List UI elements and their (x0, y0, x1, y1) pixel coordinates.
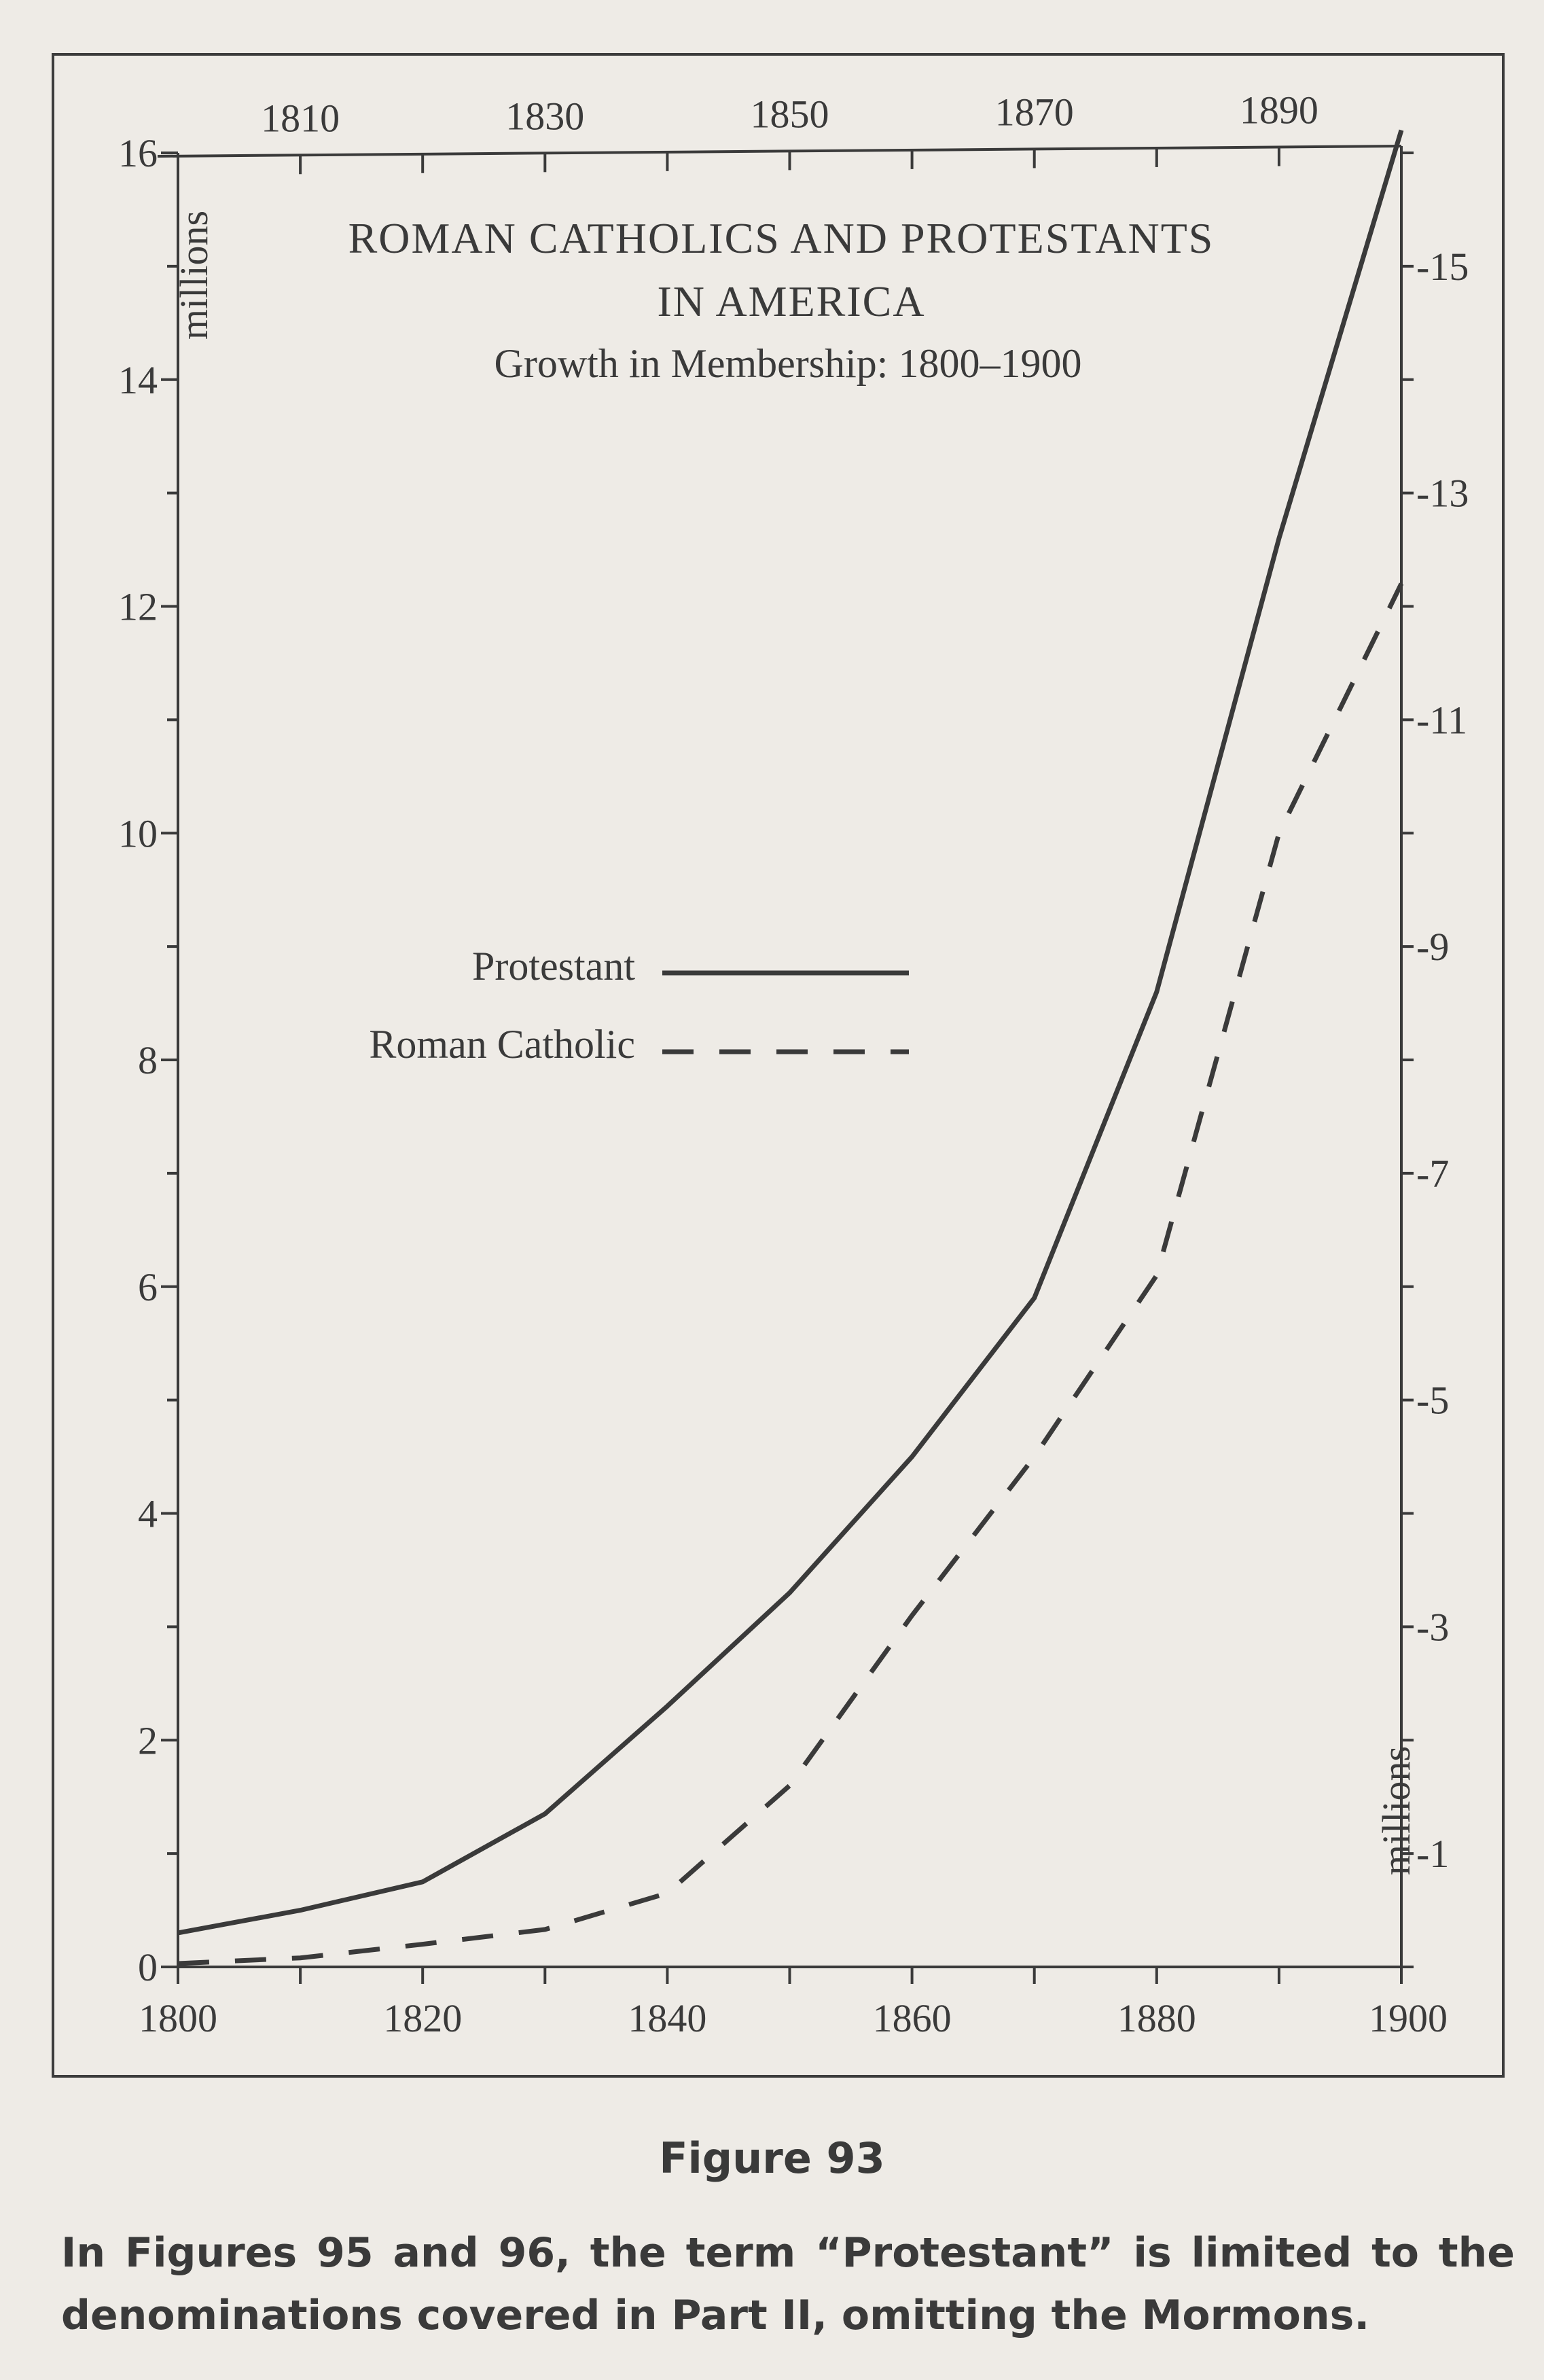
y-axis-left-label: millions (172, 211, 216, 340)
chart: 1800 1820 1840 1860 1880 1900 1810 1830 1850 1870… (118, 88, 1469, 2040)
tick-labels: 1800 1820 1840 1860 1880 1900 1810 1830 1850 1870… (118, 88, 1469, 2040)
figure-note: In Figures 95 and 96, the term “Protesta… (61, 2229, 1515, 2339)
x-tick-label-top: 1830 (505, 94, 584, 138)
top-axis (157, 145, 1402, 158)
x-tick-label-bottom: 1860 (873, 1996, 952, 2040)
y-tick-label-right: -9 (1416, 925, 1449, 969)
y-tick-label-left: 14 (118, 358, 158, 402)
y-tick-label-right: -13 (1416, 472, 1469, 516)
x-tick-label-top: 1850 (751, 92, 829, 136)
y-tick-label-right: -3 (1416, 1605, 1449, 1649)
legend-label-protestant: Protestant (472, 944, 635, 989)
x-tick-label-top: 1810 (261, 96, 340, 140)
y-tick-label-left: 6 (138, 1265, 158, 1309)
series-lines (177, 129, 1404, 1966)
y-tick-label-right: -7 (1416, 1152, 1449, 1196)
y-tick-label-left: 10 (118, 811, 158, 855)
chart-title-line-2: IN AMERICA (657, 277, 925, 325)
x-tick-label-bottom: 1840 (628, 1996, 706, 2040)
y-tick-label-right: -5 (1416, 1379, 1449, 1423)
y-tick-label-left: 4 (138, 1492, 158, 1536)
series-line-roman-catholic (177, 582, 1404, 1966)
chart-subtitle: Growth in Membership: 1800–1900 (495, 341, 1082, 386)
y-tick-label-right: -1 (1416, 1832, 1449, 1876)
x-tick-label-bottom: 1880 (1117, 1996, 1196, 2040)
y-tick-label-right: -15 (1416, 245, 1469, 289)
legend-label-roman-catholic: Roman Catholic (369, 1022, 635, 1067)
y-tick-label-right: -11 (1416, 698, 1467, 742)
y-axis-right-label: millions (1374, 1746, 1418, 1875)
chart-frame (52, 53, 1505, 2078)
series-line-protestant (177, 129, 1404, 1936)
chart-title-line-1: ROMAN CATHOLICS AND PROTESTANTS (348, 214, 1215, 262)
legend: Protestant Roman Catholic (369, 944, 909, 1067)
figure-caption: Figure 93 (659, 2133, 885, 2183)
x-tick-label-bottom: 1900 (1369, 1996, 1448, 2040)
ticks (161, 146, 1414, 1984)
x-tick-label-bottom: 1820 (383, 1996, 462, 2040)
y-tick-label-left: 2 (138, 1718, 158, 1762)
y-tick-label-left: 16 (118, 131, 158, 175)
chart-title: ROMAN CATHOLICS AND PROTESTANTS IN AMERI… (348, 214, 1215, 386)
y-tick-label-left: 8 (138, 1038, 158, 1082)
y-tick-label-left: 12 (118, 585, 158, 629)
x-tick-label-top: 1870 (995, 90, 1074, 134)
x-tick-label-bottom: 1800 (139, 1996, 217, 2040)
x-tick-label-top: 1890 (1240, 88, 1318, 132)
y-tick-label-left: 0 (138, 1945, 158, 1989)
